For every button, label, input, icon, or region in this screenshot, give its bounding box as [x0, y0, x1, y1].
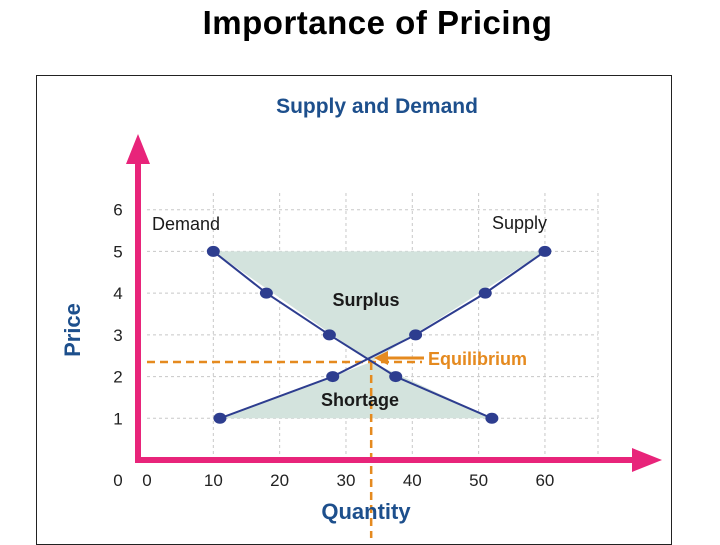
- y-axis-label: Price: [60, 303, 85, 357]
- shortage-region: [219, 361, 492, 419]
- x-tick-label: 0: [142, 471, 151, 490]
- demand-point: [259, 287, 273, 299]
- supply-point: [409, 329, 423, 341]
- demand-point: [206, 245, 220, 257]
- y-tick-label: 6: [113, 201, 122, 220]
- equilibrium-arrow-icon: [374, 351, 424, 365]
- x-tick-label: 50: [469, 471, 488, 490]
- x-tick-label: 20: [270, 471, 289, 490]
- x-tick-label: 30: [337, 471, 356, 490]
- surplus-region: [213, 251, 545, 362]
- demand-label: Demand: [152, 214, 220, 234]
- x-axis-arrow-icon: [632, 448, 662, 472]
- demand-point: [322, 329, 336, 341]
- x-axis-label: Quantity: [321, 499, 411, 524]
- supply-point: [478, 287, 492, 299]
- axes: [126, 134, 662, 472]
- equilibrium-arrow-head: [374, 351, 388, 365]
- data-points: [206, 245, 552, 424]
- chart-title: Supply and Demand: [276, 95, 478, 118]
- equilibrium-label: Equilibrium: [428, 349, 527, 369]
- y-tick-label: 3: [113, 326, 122, 345]
- supply-label: Supply: [492, 213, 547, 233]
- shortage-label: Shortage: [321, 390, 399, 410]
- equilibrium-guides: [147, 360, 422, 538]
- supply-point: [213, 412, 227, 424]
- y-tick-label: 4: [113, 284, 122, 303]
- demand-point: [485, 412, 499, 424]
- supply-point: [326, 371, 340, 383]
- demand-point: [389, 371, 403, 383]
- supply-point: [538, 245, 552, 257]
- x-tick-label: 60: [535, 471, 554, 490]
- surplus-label: Surplus: [332, 290, 399, 310]
- y-axis-arrow-icon: [126, 134, 150, 164]
- y-tick-label: 1: [113, 409, 122, 428]
- x-tick-label: 40: [403, 471, 422, 490]
- origin-tick-label: 0: [113, 471, 122, 490]
- slide-title: Importance of Pricing: [202, 4, 553, 41]
- x-tick-label: 10: [204, 471, 223, 490]
- y-tick-label: 2: [113, 368, 122, 387]
- y-tick-label: 5: [113, 242, 122, 261]
